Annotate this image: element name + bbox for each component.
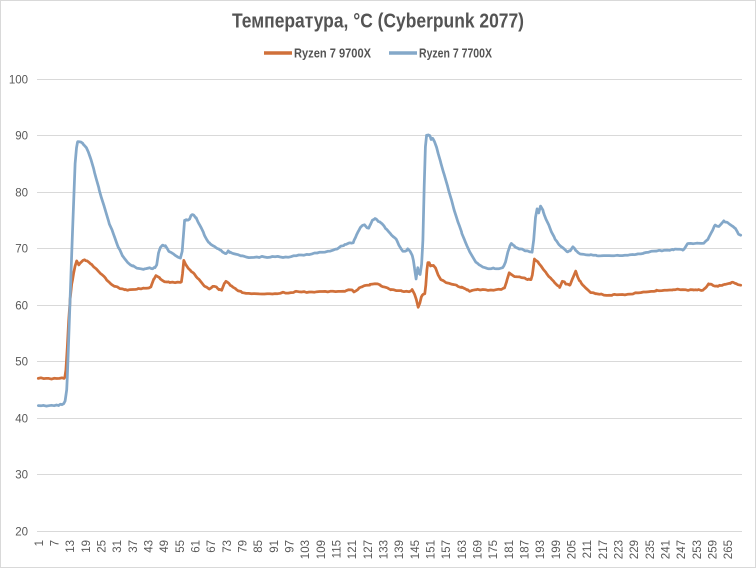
svg-text:67: 67 [206, 540, 218, 553]
svg-text:145: 145 [410, 540, 422, 559]
svg-text:163: 163 [457, 540, 469, 559]
svg-text:19: 19 [81, 540, 93, 553]
svg-text:80: 80 [15, 188, 28, 200]
svg-text:253: 253 [692, 540, 704, 559]
svg-text:133: 133 [379, 540, 391, 559]
svg-text:169: 169 [473, 540, 485, 559]
svg-text:241: 241 [661, 540, 673, 559]
svg-text:30: 30 [15, 470, 28, 482]
svg-text:223: 223 [614, 540, 626, 559]
svg-text:Температура, °C (Cyberpunk 207: Температура, °C (Cyberpunk 2077) [232, 11, 524, 33]
svg-text:40: 40 [15, 414, 28, 426]
svg-text:31: 31 [112, 540, 124, 553]
svg-text:90: 90 [15, 131, 28, 143]
svg-text:157: 157 [441, 540, 453, 559]
svg-text:43: 43 [144, 540, 156, 553]
svg-text:85: 85 [253, 540, 265, 553]
svg-text:70: 70 [15, 244, 28, 256]
svg-text:13: 13 [65, 540, 77, 553]
svg-text:25: 25 [97, 540, 109, 553]
svg-text:199: 199 [551, 540, 563, 559]
svg-text:20: 20 [15, 527, 28, 539]
svg-text:265: 265 [723, 540, 735, 559]
svg-text:91: 91 [269, 540, 281, 553]
svg-text:217: 217 [598, 540, 610, 559]
svg-text:Ryzen 7 7700X: Ryzen 7 7700X [419, 47, 493, 61]
svg-text:109: 109 [316, 540, 328, 559]
svg-text:151: 151 [426, 540, 438, 559]
svg-text:115: 115 [332, 540, 344, 558]
svg-text:61: 61 [191, 540, 203, 553]
svg-text:97: 97 [285, 540, 297, 553]
svg-text:127: 127 [363, 540, 375, 559]
svg-text:60: 60 [15, 301, 28, 313]
svg-text:247: 247 [676, 540, 688, 559]
svg-text:55: 55 [175, 540, 187, 553]
svg-text:50: 50 [15, 357, 28, 369]
svg-text:49: 49 [159, 540, 171, 553]
svg-text:100: 100 [9, 75, 28, 87]
svg-text:259: 259 [708, 540, 720, 559]
svg-text:Ryzen 7 9700X: Ryzen 7 9700X [294, 47, 372, 61]
svg-text:1: 1 [34, 540, 46, 546]
svg-text:211: 211 [582, 540, 594, 558]
svg-text:139: 139 [394, 540, 406, 559]
svg-text:193: 193 [535, 540, 547, 559]
svg-text:235: 235 [645, 540, 657, 559]
svg-text:181: 181 [504, 540, 516, 559]
svg-text:103: 103 [300, 540, 312, 559]
svg-text:175: 175 [488, 540, 500, 559]
svg-text:229: 229 [629, 540, 641, 559]
svg-text:7: 7 [50, 540, 62, 546]
svg-text:121: 121 [347, 540, 359, 559]
svg-text:37: 37 [128, 540, 140, 553]
svg-text:73: 73 [222, 540, 234, 553]
svg-text:205: 205 [567, 540, 579, 559]
svg-text:79: 79 [238, 540, 250, 553]
svg-text:187: 187 [520, 540, 532, 559]
